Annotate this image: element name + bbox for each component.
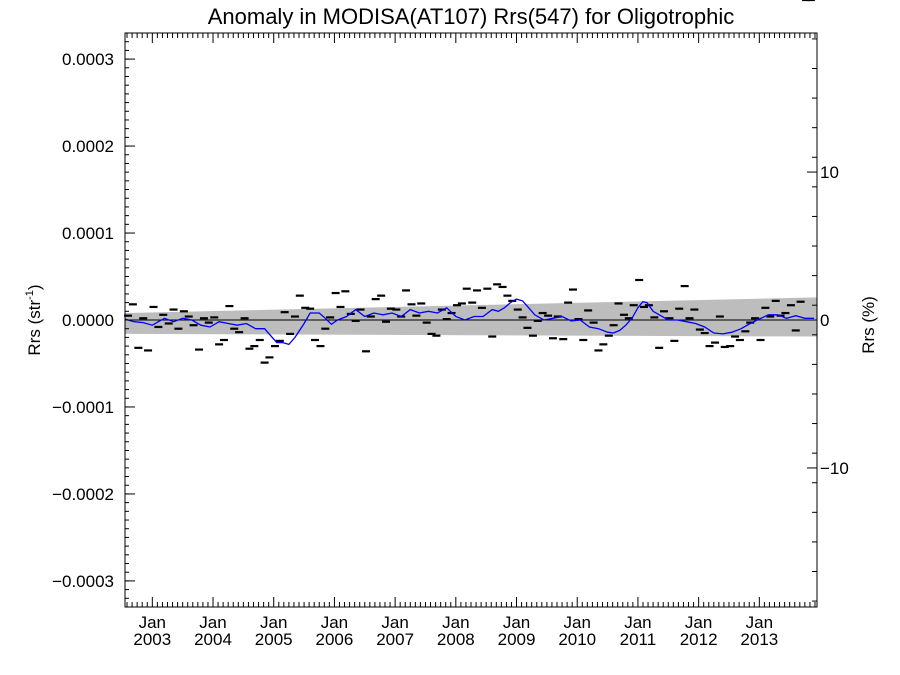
y2-tick-label: 0 xyxy=(820,311,829,330)
y2-axis-label: Rrs (%) xyxy=(859,296,878,354)
x-tick-year-label: 2005 xyxy=(255,630,293,649)
y2-tick-label: 10 xyxy=(820,163,839,182)
x-tick-year-label: 2006 xyxy=(316,630,354,649)
y-tick-label: −0.0002 xyxy=(52,485,114,504)
x-tick-year-label: 2009 xyxy=(498,630,536,649)
x-tick-month-label: Jan xyxy=(746,613,773,632)
x-tick-year-label: 2010 xyxy=(558,630,596,649)
smoothed-series-line xyxy=(124,298,814,346)
y-tick-label: −0.0003 xyxy=(52,572,114,591)
x-tick-month-label: Jan xyxy=(381,613,408,632)
y-axis-label-close: ) xyxy=(25,284,44,290)
x-tick-month-label: Jan xyxy=(442,613,469,632)
x-tick-month-label: Jan xyxy=(139,613,166,632)
y-tick-label: 0.0000 xyxy=(62,311,114,330)
x-tick-year-label: 2012 xyxy=(680,630,718,649)
x-tick-year-label: 2013 xyxy=(740,630,778,649)
y-axis-label-superscript: -1 xyxy=(24,290,36,300)
x-tick-month-label: Jan xyxy=(321,613,348,632)
x-tick-year-label: 2008 xyxy=(437,630,475,649)
x-tick-year-label: 2007 xyxy=(376,630,414,649)
x-tick-month-label: Jan xyxy=(624,613,651,632)
plot-area: −0.0003 −0.0002 −0.0001 0.0000 0.0001 0.0002 0… xyxy=(52,0,849,649)
y-tick-label: 0.0001 xyxy=(62,224,114,243)
y2-tick-label: −10 xyxy=(820,459,849,478)
x-tick-month-label: Jan xyxy=(260,613,287,632)
x-tick-month-label: Jan xyxy=(503,613,530,632)
y-axis-label: Rrs (str-1) xyxy=(24,284,44,355)
chart-title: Anomaly in MODISA(AT107) Rrs(547) for Ol… xyxy=(208,4,735,29)
x-tick-year-label: 2011 xyxy=(620,630,657,649)
x-tick-month-label: Jan xyxy=(199,613,226,632)
y-tick-label: 0.0003 xyxy=(62,50,114,69)
x-tick-year-label: 2003 xyxy=(133,630,171,649)
x-tick-month-label: Jan xyxy=(685,613,712,632)
y-tick-label: 0.0002 xyxy=(62,137,114,156)
x-tick-month-label: Jan xyxy=(564,613,591,632)
y-tick-label: −0.0001 xyxy=(52,398,114,417)
y-axis-label-text: Rrs (str xyxy=(25,300,44,356)
x-tick-year-label: 2004 xyxy=(194,630,232,649)
